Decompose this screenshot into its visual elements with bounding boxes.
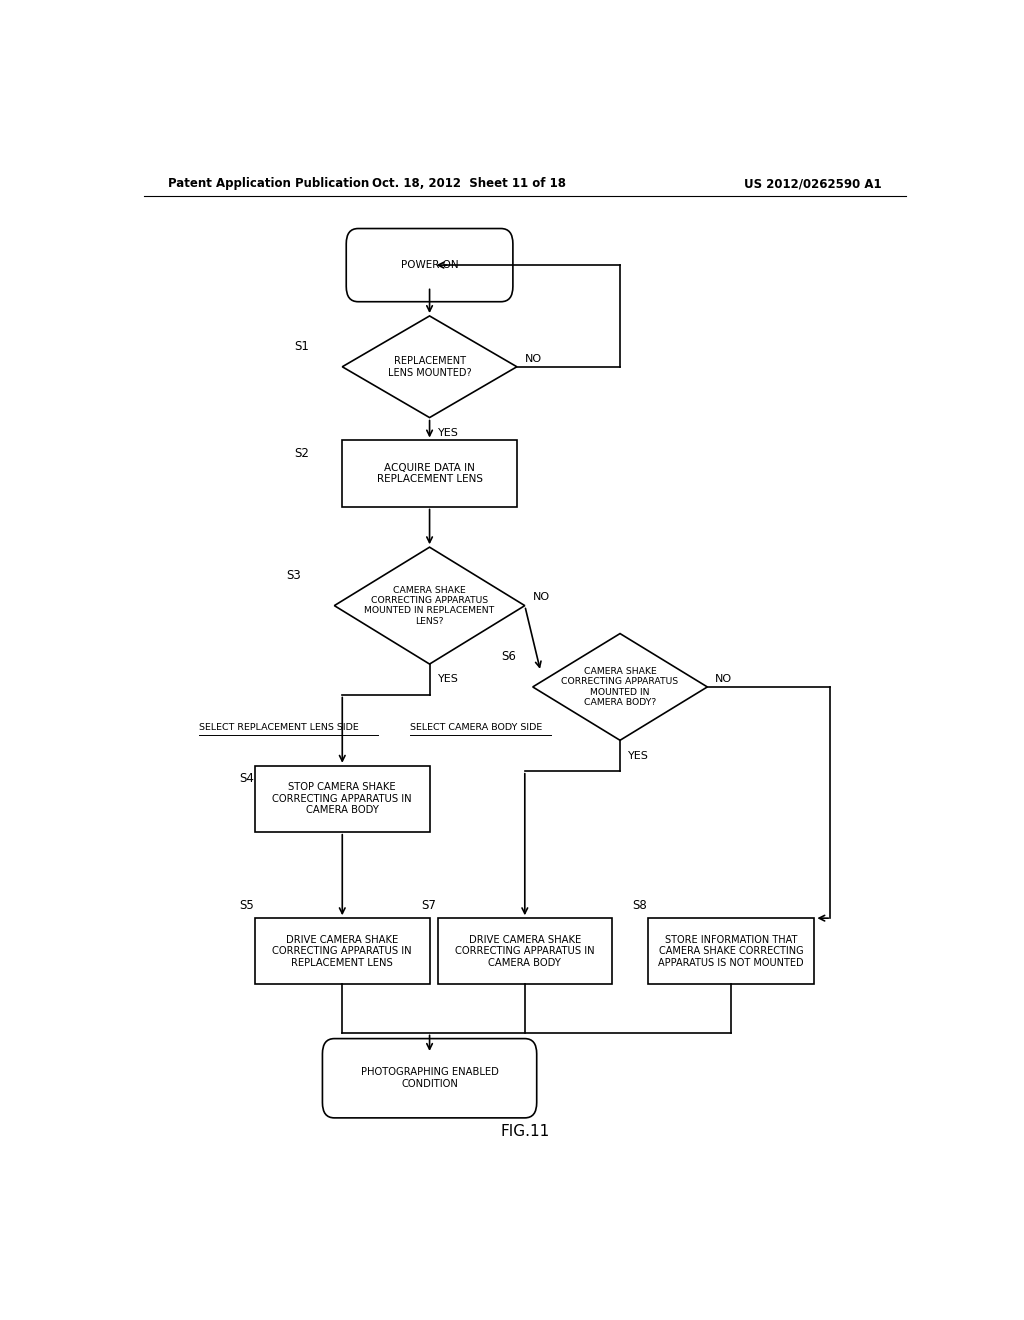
Text: STORE INFORMATION THAT
CAMERA SHAKE CORRECTING
APPARATUS IS NOT MOUNTED: STORE INFORMATION THAT CAMERA SHAKE CORR… (658, 935, 804, 968)
Text: POWER ON: POWER ON (400, 260, 459, 271)
Text: REPLACEMENT
LENS MOUNTED?: REPLACEMENT LENS MOUNTED? (388, 356, 471, 378)
Bar (255, 766, 430, 832)
Text: S1: S1 (295, 341, 309, 352)
Polygon shape (342, 315, 517, 417)
Bar (648, 919, 814, 985)
Text: DRIVE CAMERA SHAKE
CORRECTING APPARATUS IN
REPLACEMENT LENS: DRIVE CAMERA SHAKE CORRECTING APPARATUS … (272, 935, 412, 968)
Polygon shape (532, 634, 708, 741)
Bar (342, 441, 517, 507)
Text: CAMERA SHAKE
CORRECTING APPARATUS
MOUNTED IN
CAMERA BODY?: CAMERA SHAKE CORRECTING APPARATUS MOUNTE… (561, 667, 679, 708)
Bar (437, 919, 612, 985)
Text: Oct. 18, 2012  Sheet 11 of 18: Oct. 18, 2012 Sheet 11 of 18 (373, 177, 566, 190)
Text: STOP CAMERA SHAKE
CORRECTING APPARATUS IN
CAMERA BODY: STOP CAMERA SHAKE CORRECTING APPARATUS I… (272, 783, 412, 816)
Text: S8: S8 (632, 899, 647, 912)
Text: NO: NO (715, 673, 732, 684)
Text: S3: S3 (287, 569, 301, 582)
Text: ACQUIRE DATA IN
REPLACEMENT LENS: ACQUIRE DATA IN REPLACEMENT LENS (377, 463, 482, 484)
Text: US 2012/0262590 A1: US 2012/0262590 A1 (744, 177, 882, 190)
Text: S2: S2 (295, 446, 309, 459)
Text: SELECT REPLACEMENT LENS SIDE: SELECT REPLACEMENT LENS SIDE (200, 723, 359, 733)
Text: YES: YES (437, 675, 459, 684)
Text: S5: S5 (240, 899, 254, 912)
Text: NO: NO (532, 593, 550, 602)
Polygon shape (334, 548, 524, 664)
Text: Patent Application Publication: Patent Application Publication (168, 177, 369, 190)
FancyBboxPatch shape (323, 1039, 537, 1118)
Text: SELECT CAMERA BODY SIDE: SELECT CAMERA BODY SIDE (410, 723, 542, 733)
Text: S4: S4 (240, 772, 254, 785)
FancyBboxPatch shape (346, 228, 513, 302)
Text: FIG.11: FIG.11 (500, 1123, 550, 1139)
Text: S7: S7 (422, 899, 436, 912)
Text: CAMERA SHAKE
CORRECTING APPARATUS
MOUNTED IN REPLACEMENT
LENS?: CAMERA SHAKE CORRECTING APPARATUS MOUNTE… (365, 586, 495, 626)
Text: NO: NO (524, 354, 542, 363)
Text: S6: S6 (501, 649, 516, 663)
Text: YES: YES (437, 428, 459, 438)
Text: PHOTOGRAPHING ENABLED
CONDITION: PHOTOGRAPHING ENABLED CONDITION (360, 1068, 499, 1089)
Text: DRIVE CAMERA SHAKE
CORRECTING APPARATUS IN
CAMERA BODY: DRIVE CAMERA SHAKE CORRECTING APPARATUS … (455, 935, 595, 968)
Bar (255, 919, 430, 985)
Text: YES: YES (628, 751, 649, 760)
